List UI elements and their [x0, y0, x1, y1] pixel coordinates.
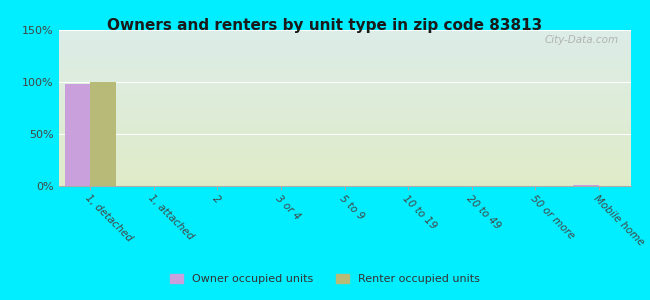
Bar	[65, 84, 90, 186]
Bar	[90, 82, 116, 186]
Legend: Owner occupied units, Renter occupied units: Owner occupied units, Renter occupied un…	[166, 269, 484, 288]
Bar	[573, 185, 599, 186]
Text: City-Data.com: City-Data.com	[545, 35, 619, 45]
Text: Owners and renters by unit type in zip code 83813: Owners and renters by unit type in zip c…	[107, 18, 543, 33]
